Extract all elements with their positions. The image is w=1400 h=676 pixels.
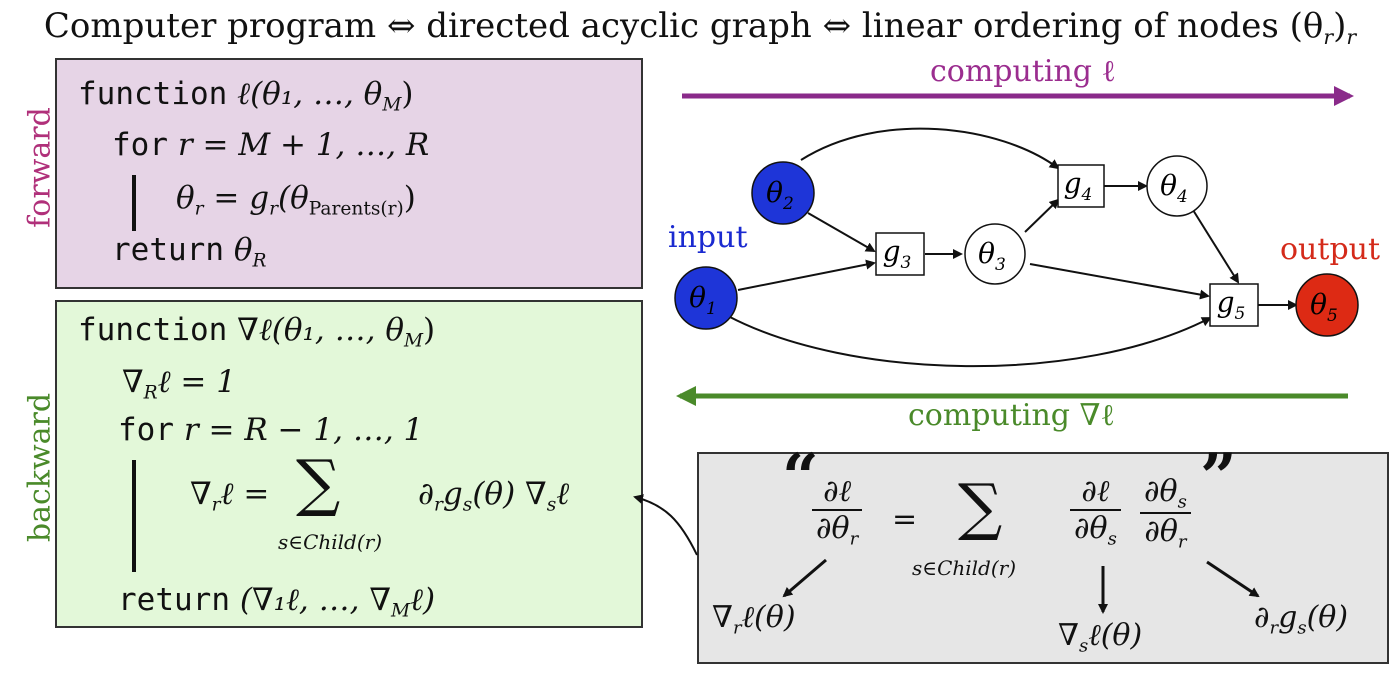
edge-theta3-g5 — [1029, 263, 1210, 300]
forward-program-box — [55, 58, 643, 289]
backward-loop-bar — [132, 460, 136, 572]
node-g5 — [1209, 283, 1259, 327]
node-g5-label: g5 — [1217, 286, 1246, 324]
forward-line-for: for r = M + 1, …, R — [112, 127, 430, 163]
node-theta2 — [751, 161, 815, 225]
annotation-grad-s: ∇sℓ(θ) — [1058, 618, 1143, 657]
node-theta3-label: θ3 — [978, 237, 1006, 275]
forward-line-return: return θR — [112, 232, 267, 272]
edge-theta3-g4 — [1024, 198, 1060, 233]
backward-line-init: ∇Rℓ = 1 — [122, 364, 236, 404]
node-g3-label: g3 — [883, 235, 912, 273]
forward-loop-bar — [132, 175, 136, 231]
chain-sigma: ∑ — [958, 470, 1003, 543]
backward-sigma: ∑ — [296, 446, 341, 519]
node-theta5-label: θ5 — [1310, 288, 1338, 326]
node-theta4 — [1146, 155, 1208, 217]
chain-equals: = — [892, 502, 918, 537]
backward-line-sum-rhs: ∂rgs(θ) ∇sℓ — [418, 476, 570, 516]
edge-theta1-g5 — [727, 315, 1212, 368]
forward-line-assign: θr = gr(θParents(r)) — [176, 180, 416, 220]
node-g4-label: g4 — [1064, 167, 1093, 205]
node-theta1 — [674, 266, 738, 330]
backward-line-return: return (∇₁ℓ, …, ∇Mℓ) — [118, 582, 436, 622]
open-quote: “ — [782, 440, 819, 515]
backward-line-for: for r = R − 1, …, 1 — [118, 412, 424, 448]
arrow-to-partial — [1206, 560, 1260, 598]
chain-fraction-1: ∂ℓ ∂θs — [1070, 474, 1121, 549]
arrow-to-grad-r — [782, 558, 827, 598]
edge-theta2-g3 — [807, 212, 876, 252]
chain-rule-box — [697, 452, 1389, 664]
node-theta2-label: θ2 — [766, 176, 794, 214]
chain-fraction-2: ∂θs ∂θr — [1140, 474, 1191, 553]
node-g3 — [875, 232, 925, 276]
node-theta4-label: θ4 — [1160, 169, 1188, 207]
node-theta3 — [964, 223, 1026, 285]
computing-backward-label: computing ∇ℓ — [908, 398, 1115, 433]
computing-forward-label: computing ℓ — [930, 54, 1116, 89]
annotation-partial: ∂rgs(θ) — [1254, 600, 1349, 639]
close-quote: ” — [1200, 440, 1237, 515]
node-theta5 — [1295, 273, 1359, 337]
edge-theta2-g4 — [800, 127, 1060, 170]
backward-line-function: function ∇ℓ(θ₁, …, θM) — [78, 312, 436, 352]
edge-theta1-g3 — [737, 259, 876, 291]
backward-line-sum-lhs: ∇rℓ = — [190, 476, 270, 516]
edge-theta4-g5 — [1192, 209, 1240, 284]
link-chain-rule-to-backward — [633, 494, 698, 556]
node-theta1-label: θ1 — [689, 281, 717, 319]
input-label: input — [668, 220, 748, 255]
backward-sigma-subscript: s∈Child(r) — [278, 530, 383, 554]
chain-sigma-subscript: s∈Child(r) — [912, 556, 1017, 580]
chain-lhs-fraction: ∂ℓ ∂θr — [812, 474, 863, 549]
backward-program-box — [55, 300, 643, 628]
page-title: Computer program ⇔ directed acyclic grap… — [43, 6, 1357, 50]
node-g4 — [1057, 164, 1105, 208]
output-label: output — [1280, 232, 1381, 267]
annotation-grad-r: ∇rℓ(θ) — [712, 600, 796, 639]
forward-line-function: function ℓ(θ₁, …, θM) — [78, 76, 414, 116]
